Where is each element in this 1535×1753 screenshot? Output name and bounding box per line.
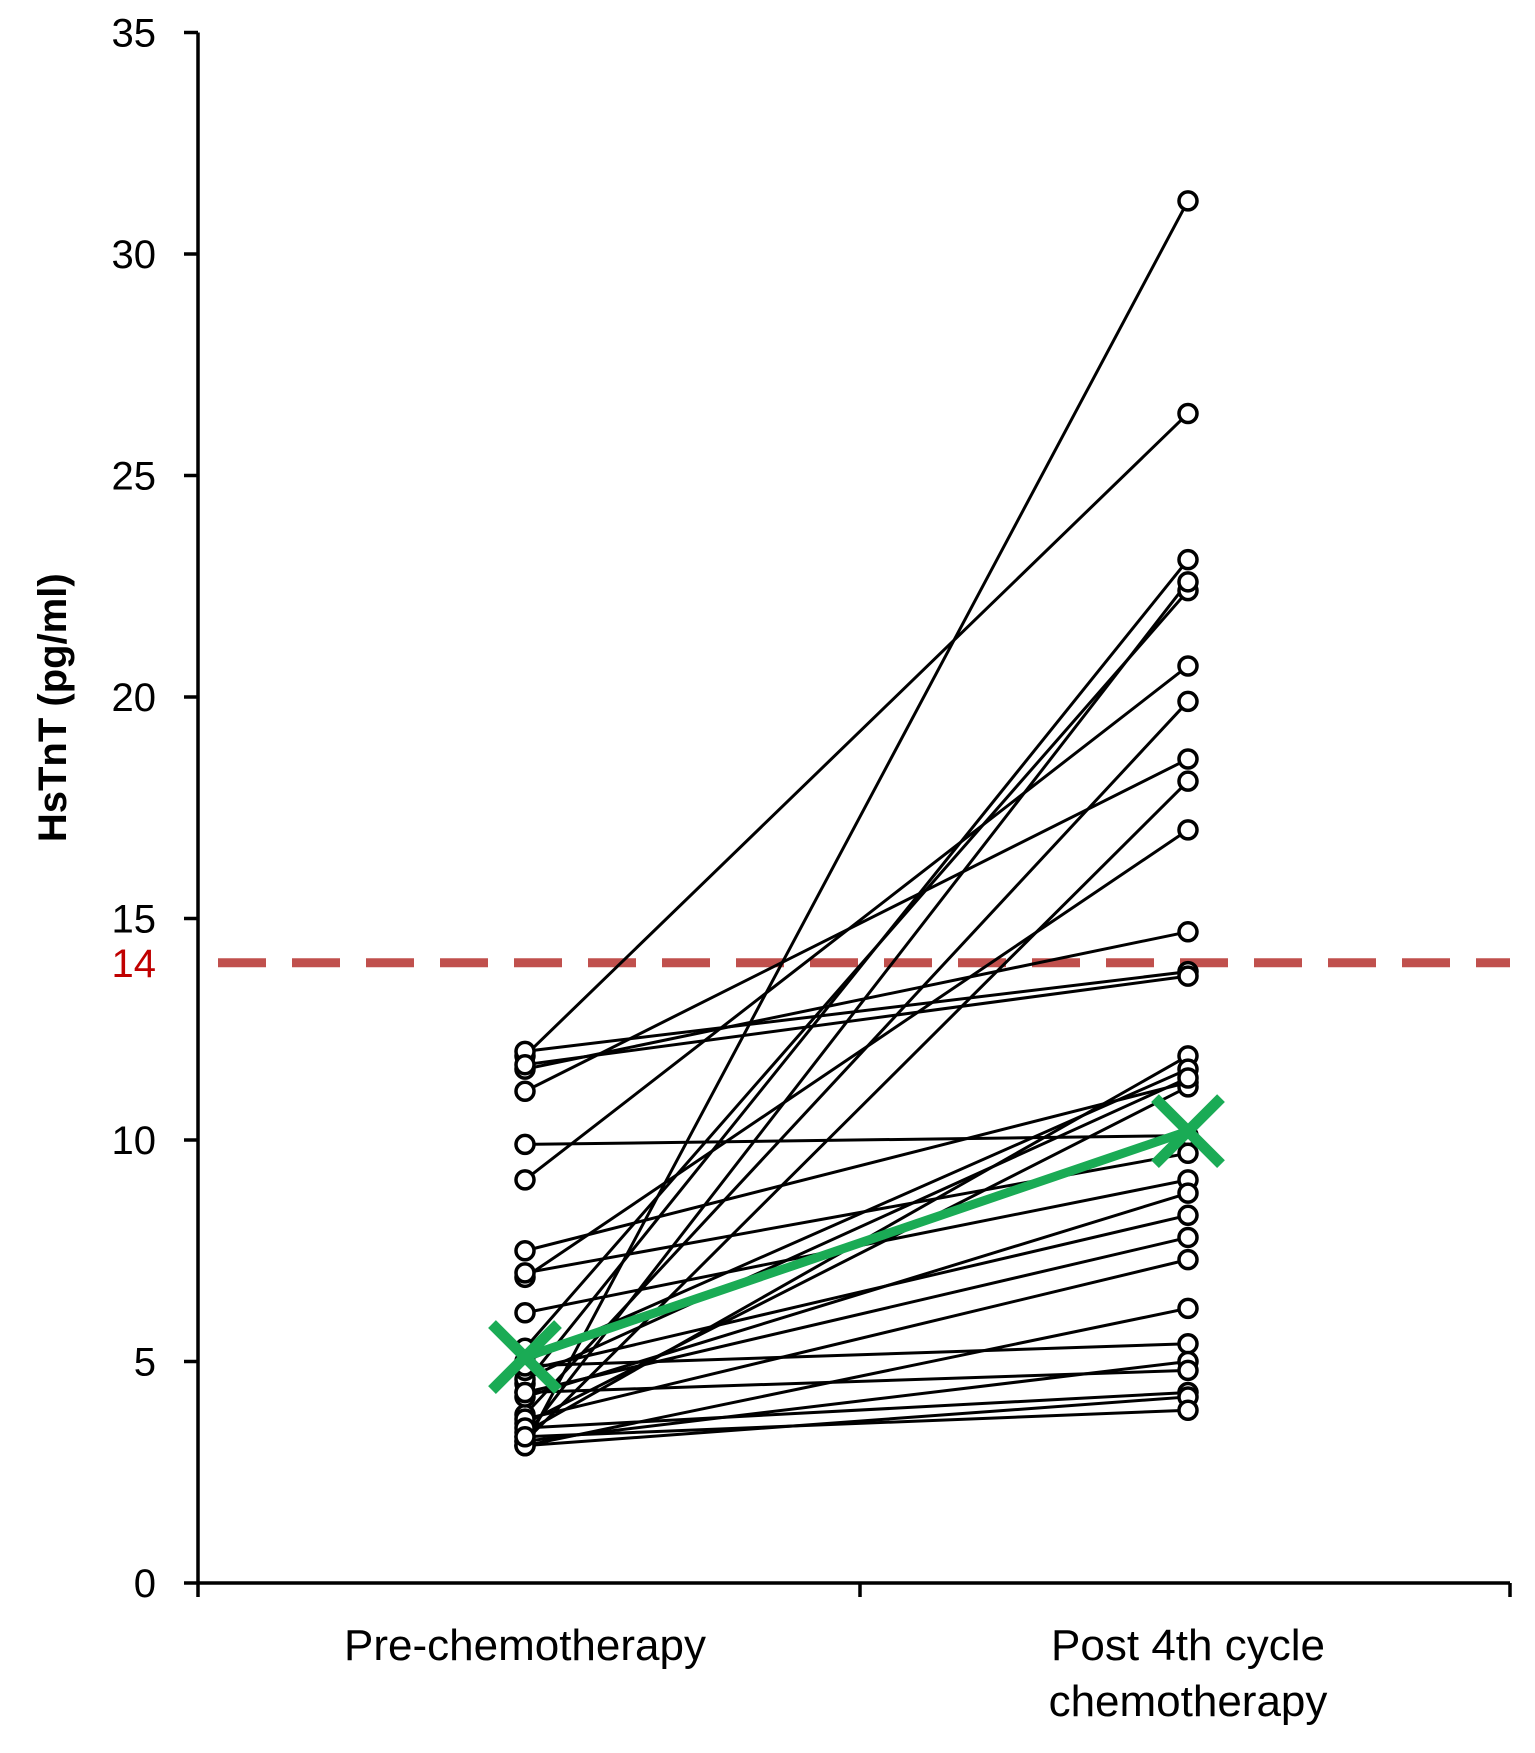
data-point bbox=[1177, 770, 1199, 792]
subject-line bbox=[524, 1368, 1189, 1395]
y-tick-label: 5 bbox=[134, 1341, 156, 1385]
y-tick-label: 20 bbox=[112, 676, 157, 720]
subject-line bbox=[524, 1395, 1189, 1448]
subject-line bbox=[524, 828, 1189, 1279]
mean-line bbox=[523, 1126, 1190, 1362]
subject-line bbox=[524, 1134, 1189, 1146]
y-axis-title: HsTnT (pg/ml) bbox=[31, 573, 75, 842]
subject-line bbox=[523, 589, 1190, 1350]
data-point bbox=[1177, 548, 1199, 571]
data-point bbox=[1177, 1226, 1199, 1249]
subject-line bbox=[524, 664, 1189, 1182]
data-point bbox=[1177, 1399, 1199, 1421]
data-point bbox=[514, 1240, 536, 1262]
subject-line bbox=[524, 1342, 1189, 1368]
data-point bbox=[514, 1169, 536, 1191]
data-point bbox=[1177, 1182, 1199, 1204]
data-point bbox=[514, 1053, 536, 1076]
subject-line bbox=[524, 1408, 1189, 1439]
subject-line bbox=[523, 700, 1190, 1416]
data-point bbox=[1177, 655, 1199, 677]
data-point bbox=[514, 1381, 536, 1404]
data-point bbox=[1177, 1142, 1199, 1165]
x-category-label: Pre-chemotherapy bbox=[344, 1621, 706, 1670]
subject-line bbox=[524, 974, 1189, 1067]
subject-line bbox=[524, 1191, 1189, 1399]
subject-line bbox=[524, 1076, 1189, 1381]
data-point bbox=[1177, 921, 1199, 943]
y-tick-label: 30 bbox=[112, 233, 157, 277]
data-point bbox=[1177, 1359, 1199, 1382]
y-tick-label: 25 bbox=[112, 455, 157, 499]
subject-line bbox=[524, 930, 1189, 1071]
mean-marker bbox=[1151, 1094, 1225, 1169]
data-point bbox=[1177, 1067, 1199, 1089]
data-point bbox=[1177, 1248, 1199, 1271]
y-tick-label: 0 bbox=[134, 1562, 156, 1606]
mean-marker bbox=[488, 1320, 562, 1394]
data-point bbox=[1177, 1204, 1199, 1227]
subject-line bbox=[524, 1080, 1189, 1253]
x-category-label: Post 4th cycle bbox=[1051, 1621, 1325, 1670]
subject-line bbox=[524, 1067, 1189, 1363]
subject-line bbox=[524, 757, 1189, 1093]
data-point bbox=[1177, 965, 1199, 987]
subject-line bbox=[523, 200, 1190, 1447]
subject-line bbox=[524, 1258, 1189, 1421]
y-tick-label: 10 bbox=[112, 1119, 157, 1163]
data-point bbox=[1177, 1297, 1199, 1320]
mean-marker-stroke bbox=[488, 1320, 562, 1394]
subject-line bbox=[523, 780, 1190, 1443]
data-point bbox=[514, 1302, 536, 1324]
subject-line bbox=[523, 412, 1190, 1057]
data-point bbox=[1177, 1333, 1199, 1355]
data-point bbox=[1177, 190, 1199, 212]
data-point bbox=[1177, 748, 1199, 770]
subject-line bbox=[524, 1235, 1189, 1394]
data-point bbox=[514, 1080, 536, 1103]
x-category-label: chemotherapy bbox=[1049, 1677, 1328, 1726]
data-point bbox=[1177, 571, 1199, 593]
data-point bbox=[1177, 690, 1199, 713]
data-point bbox=[1177, 819, 1199, 841]
y-tick-label: 35 bbox=[112, 12, 157, 56]
subject-line bbox=[524, 1391, 1189, 1430]
data-point bbox=[514, 1426, 536, 1448]
data-point bbox=[514, 1262, 536, 1284]
y-tick-label: 15 bbox=[112, 898, 157, 942]
data-point bbox=[514, 1133, 536, 1156]
mean-marker-stroke bbox=[1151, 1094, 1225, 1169]
subject-line bbox=[524, 970, 1189, 1053]
reference-line-label: 14 bbox=[112, 942, 157, 986]
subject-line bbox=[524, 1213, 1189, 1372]
data-point bbox=[1177, 402, 1199, 425]
